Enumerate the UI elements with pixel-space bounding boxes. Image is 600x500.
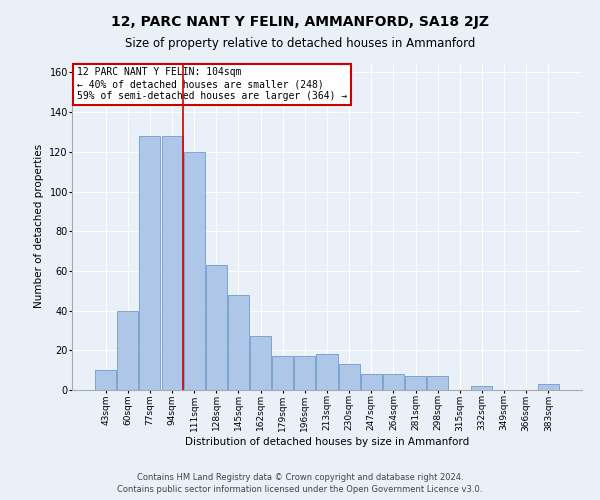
Text: 12, PARC NANT Y FELIN, AMMANFORD, SA18 2JZ: 12, PARC NANT Y FELIN, AMMANFORD, SA18 2…: [111, 15, 489, 29]
Bar: [538, 384, 559, 390]
Bar: [184, 152, 205, 390]
Bar: [272, 356, 293, 390]
Bar: [338, 364, 359, 390]
Bar: [383, 374, 404, 390]
Bar: [206, 265, 227, 390]
Bar: [472, 386, 493, 390]
Bar: [361, 374, 382, 390]
Bar: [427, 376, 448, 390]
Bar: [405, 376, 426, 390]
Bar: [139, 136, 160, 390]
Bar: [295, 356, 316, 390]
Y-axis label: Number of detached properties: Number of detached properties: [34, 144, 44, 308]
Bar: [228, 294, 249, 390]
Bar: [250, 336, 271, 390]
Text: 12 PARC NANT Y FELIN: 104sqm
← 40% of detached houses are smaller (248)
59% of s: 12 PARC NANT Y FELIN: 104sqm ← 40% of de…: [77, 68, 347, 100]
Text: Contains HM Land Registry data © Crown copyright and database right 2024.
Contai: Contains HM Land Registry data © Crown c…: [118, 473, 482, 494]
Bar: [316, 354, 338, 390]
X-axis label: Distribution of detached houses by size in Ammanford: Distribution of detached houses by size …: [185, 438, 469, 448]
Bar: [161, 136, 182, 390]
Bar: [118, 310, 139, 390]
Text: Size of property relative to detached houses in Ammanford: Size of property relative to detached ho…: [125, 38, 475, 51]
Bar: [95, 370, 116, 390]
